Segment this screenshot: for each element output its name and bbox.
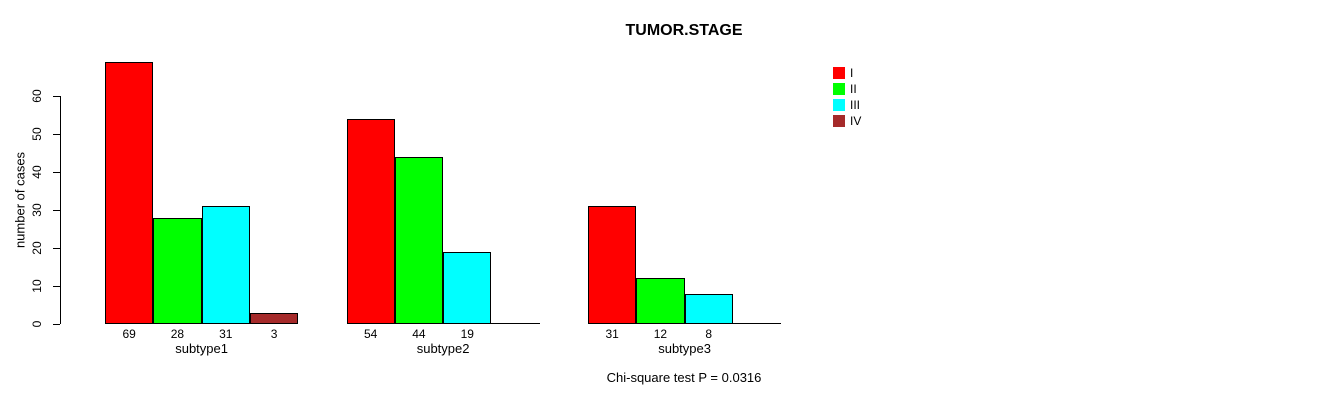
y-axis-tick — [53, 323, 60, 325]
bar-value-label: 44 — [412, 327, 426, 341]
bar-subtype1-stage-IV — [249, 312, 299, 324]
legend-label: III — [850, 98, 861, 112]
legend-swatch-II — [833, 83, 845, 95]
legend-swatch-IV — [833, 115, 845, 127]
y-axis-tick — [53, 247, 60, 249]
y-axis-tick-label: 30 — [30, 203, 44, 217]
y-axis-tick — [53, 95, 60, 97]
y-axis-tick-label: 40 — [30, 165, 44, 179]
legend-item-II: II — [833, 81, 861, 97]
y-axis-tick — [53, 171, 60, 173]
bar-value-label: 3 — [270, 327, 278, 341]
category-label-subtype3: subtype3 — [658, 341, 711, 356]
y-axis-line — [60, 96, 61, 324]
bar-subtype1-stage-II — [153, 217, 202, 324]
chi-square-annotation: Chi-square test P = 0.0316 — [606, 370, 762, 385]
bar-subtype1-stage-I — [105, 61, 154, 324]
bar-subtype2-stage-I — [346, 118, 395, 324]
y-axis-tick-label: 60 — [30, 89, 44, 103]
bar-subtype3-stage-III — [684, 293, 733, 324]
bar-value-label: 28 — [170, 327, 185, 341]
bar-value-label: 12 — [653, 327, 668, 341]
legend-item-IV: IV — [833, 113, 861, 129]
legend-swatch-III — [833, 99, 845, 111]
y-axis-tick — [53, 133, 60, 135]
bar-subtype3-stage-II — [636, 278, 685, 324]
category-label-subtype2: subtype2 — [416, 341, 470, 356]
zero-bar-subtype3-stage-IV — [732, 323, 782, 324]
y-axis-tick — [53, 285, 60, 287]
y-axis-tick-label: 0 — [30, 320, 44, 328]
bar-value-label: 31 — [605, 327, 619, 341]
bar-subtype2-stage-III — [443, 251, 492, 324]
zero-bar-subtype2-stage-IV — [491, 323, 540, 324]
legend: I II III IV — [833, 65, 861, 129]
legend-swatch-I — [833, 67, 845, 79]
legend-label: II — [850, 82, 857, 96]
category-label-subtype1: subtype1 — [175, 341, 228, 356]
chart-title: TUMOR.STAGE — [625, 22, 743, 39]
bar-subtype1-stage-III — [201, 206, 250, 324]
y-axis-tick-label: 20 — [30, 241, 44, 255]
bar-value-label: 8 — [705, 327, 713, 341]
bar-subtype3-stage-I — [588, 206, 637, 324]
y-axis-tick — [53, 209, 60, 211]
bar-subtype2-stage-II — [394, 156, 444, 324]
bar-value-label: 31 — [219, 327, 233, 341]
bar-value-label: 19 — [460, 327, 474, 341]
legend-label: I — [850, 66, 854, 80]
y-axis-tick-label: 10 — [30, 279, 44, 293]
y-axis-label: number of cases — [12, 151, 28, 249]
legend-item-I: I — [833, 65, 861, 81]
legend-label: IV — [850, 114, 862, 128]
legend-item-III: III — [833, 97, 861, 113]
bar-value-label: 54 — [363, 327, 378, 341]
y-axis-tick-label: 50 — [30, 127, 44, 141]
bar-value-label: 69 — [122, 327, 136, 341]
